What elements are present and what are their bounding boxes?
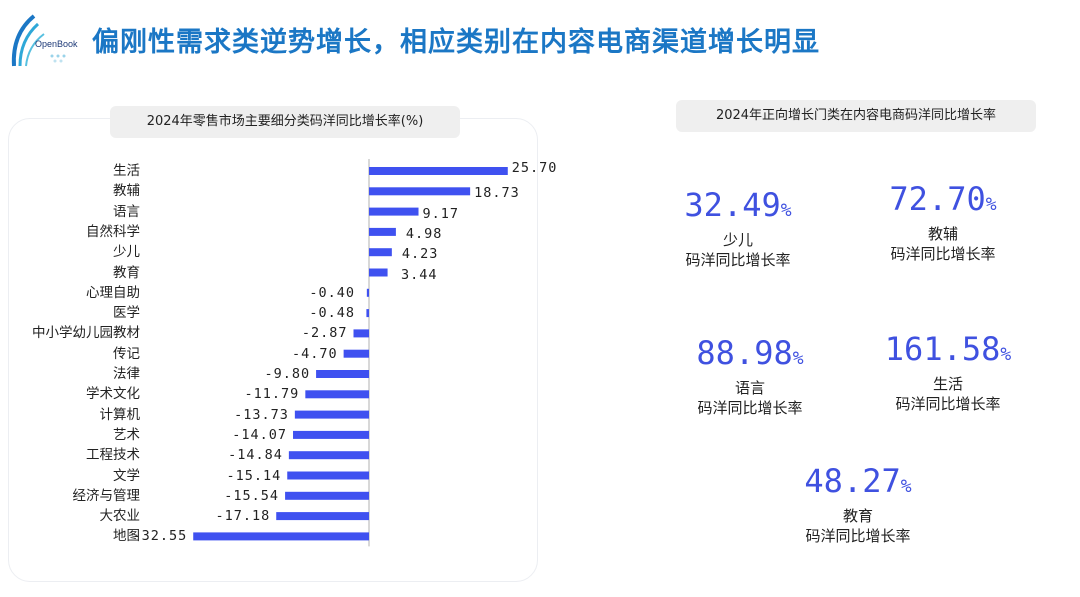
bar-10 [316,370,369,378]
openbook-logo [11,14,66,67]
category-label: 工程技术 [86,447,140,464]
bar-12 [294,410,369,419]
value-label: 4.23 [401,246,439,263]
category-label: 法律 [113,366,140,382]
stat-card-yuyan: 88.98% 语言 码洋同比增长率 [670,334,830,418]
category-label: 经济与管理 [72,487,141,504]
bar-0 [369,167,508,175]
stat-label: 语言 [734,379,765,397]
bar-3 [369,227,396,236]
stat-value: 161.58% [884,330,1012,368]
bar-16 [285,491,369,500]
stats-title-chip: 2024年正向增长门类在内容电商码洋同比增长率 [676,100,1036,132]
value-label: 3.44 [401,266,438,283]
category-label: 教育 [113,264,140,281]
category-label: 中小学幼儿园教材 [32,325,140,342]
value-label: -4.70 [291,345,338,362]
stat-sublabel: 码洋同比增长率 [890,245,996,263]
category-label: 文学 [113,467,140,484]
stat-label: 生活 [932,375,963,393]
category-label: 地图 [113,528,140,545]
stat-card-jiaoyu: 48.27% 教育 码洋同比增长率 [778,462,938,546]
value-label: -2.87 [301,325,348,342]
bar-14 [288,451,369,460]
stat-value: 48.27% [804,462,912,500]
page-title: 偏刚性需求类逆势增长，相应类别在内容电商渠道增长明显 [92,27,820,58]
category-label: 语言 [113,203,140,220]
chart-title-chip: 2024年零售市场主要细分类码洋同比增长率(%) [110,106,460,138]
bar-9 [343,349,369,358]
category-label: 医学 [113,305,140,322]
bar-11 [305,390,369,399]
stat-sublabel: 码洋同比增长率 [697,399,803,417]
value-label: -9.80 [264,366,311,382]
value-label: 25.70 [511,160,558,176]
stat-card-jiaofu: 72.70% 教辅 码洋同比增长率 [863,180,1023,264]
stat-card-shaoer: 32.49% 少儿 码洋同比增长率 [658,186,818,270]
bar-1 [369,187,471,196]
bar-15 [287,471,369,480]
value-label: 4.98 [405,225,443,242]
value-label: -13.73 [234,406,289,423]
logo-text: OpenBook [35,39,78,49]
bar-8 [353,329,369,338]
bar-4 [369,248,392,257]
value-label: -14.84 [228,447,283,464]
stat-sublabel: 码洋同比增长率 [805,527,911,545]
bar-18 [193,532,369,541]
value-label: 18.73 [474,185,520,202]
stat-value: 72.70% [889,180,997,218]
category-label: 传记 [113,345,140,362]
bar-13 [293,430,369,439]
value-label: -0.40 [309,284,355,301]
value-label: -0.48 [309,305,355,322]
category-label: 教辅 [113,183,140,200]
bar-7 [366,309,369,318]
bar-5 [369,268,388,277]
value-label: -32.55 [132,528,188,545]
stat-sublabel: 码洋同比增长率 [895,395,1001,413]
category-label: 自然科学 [86,223,140,240]
category-label: 学术文化 [86,386,140,403]
stat-value: 32.49% [684,186,792,224]
stat-label: 教辅 [927,225,958,243]
category-label: 少儿 [113,244,140,261]
value-label: -11.79 [244,386,300,403]
category-label: 计算机 [99,406,141,423]
category-label: 艺术 [113,426,140,443]
stat-card-shenghuo: 161.58% 生活 码洋同比增长率 [868,330,1028,414]
value-label: -17.18 [215,508,271,525]
stat-value: 88.98% [696,334,804,372]
value-label: -14.07 [232,426,288,443]
stat-sublabel: 码洋同比增长率 [685,251,791,269]
stat-label: 教育 [842,507,873,525]
category-label: 心理自助 [86,284,140,301]
bar-6 [366,288,369,297]
bar-2 [369,207,419,216]
value-label: -15.14 [226,467,282,484]
category-label: 大农业 [99,508,141,525]
value-label: -15.54 [224,487,280,504]
bar-17 [276,512,369,521]
category-label: 生活 [113,163,140,179]
stat-label: 少儿 [722,231,753,249]
chart-panel [8,118,538,582]
value-label: 9.17 [422,205,460,222]
